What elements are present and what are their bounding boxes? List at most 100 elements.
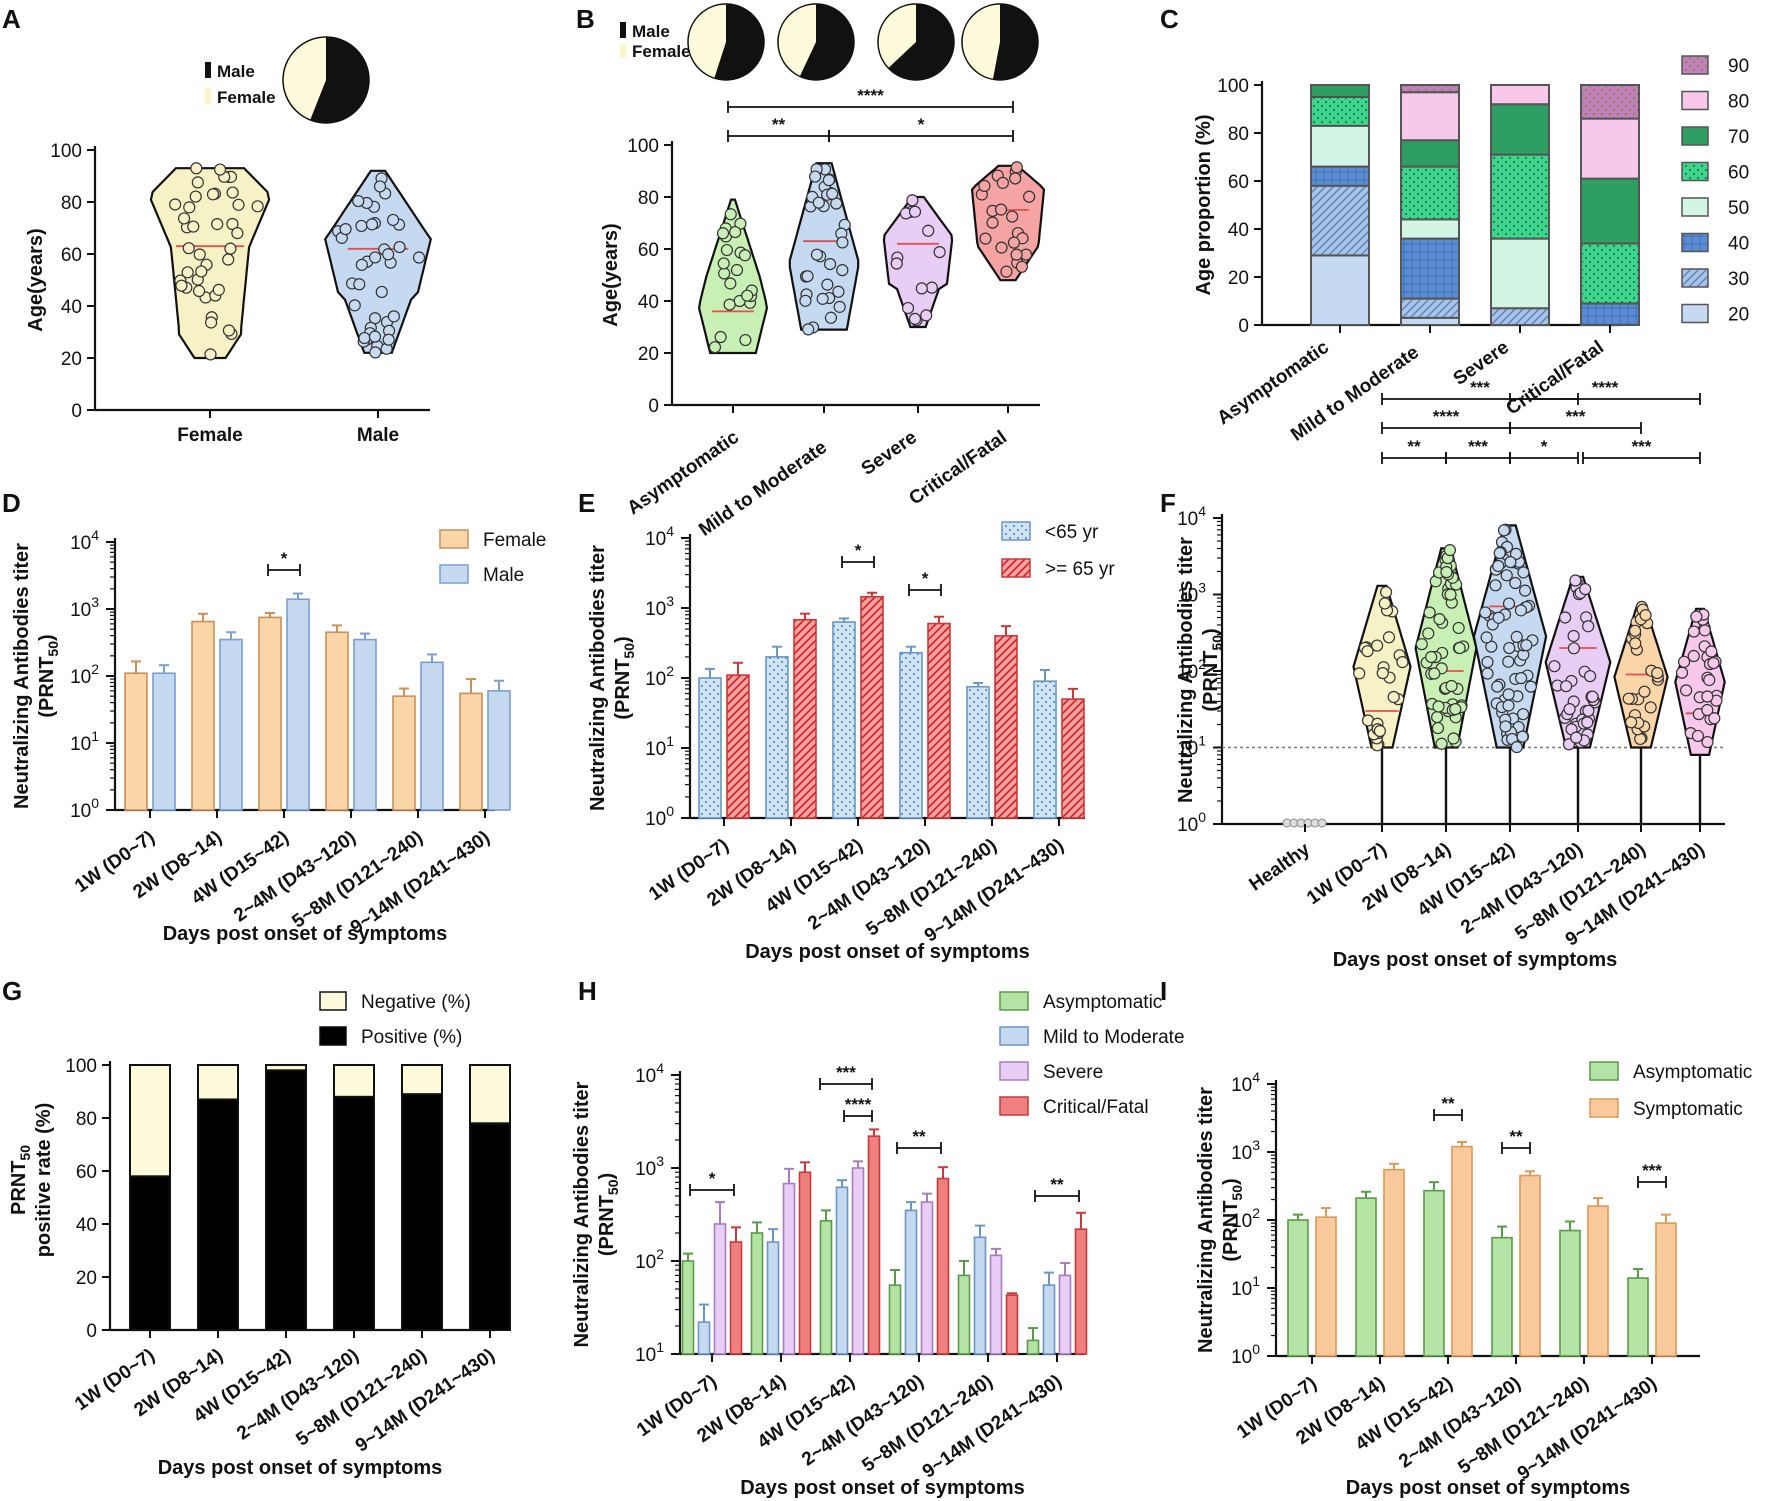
data-point	[810, 248, 824, 261]
sex-pie-chart-male	[992, 3, 1039, 80]
data-point	[1687, 625, 1700, 638]
data-point	[996, 176, 1009, 189]
data-point	[920, 309, 933, 322]
data-point	[1382, 631, 1396, 644]
data-point	[387, 310, 400, 323]
data-point	[1503, 641, 1516, 655]
data-point	[373, 180, 387, 193]
stacked-segment	[1400, 218, 1460, 240]
data-point	[195, 265, 208, 278]
significance-label: **	[1050, 1175, 1064, 1194]
bar	[957, 1274, 971, 1355]
y-axis-subtitle: (PRNT50)	[596, 1173, 621, 1256]
data-point	[1453, 641, 1466, 655]
bar	[1559, 1229, 1581, 1357]
data-point	[183, 201, 196, 214]
data-point	[1548, 660, 1561, 673]
y-tick-exponent: 0	[91, 795, 99, 811]
bar	[1587, 1205, 1609, 1357]
y-tick-label: 100	[645, 803, 674, 830]
y-tick-label: 101	[645, 733, 674, 760]
bar	[1355, 1197, 1377, 1357]
legend-swatch	[999, 991, 1029, 1011]
data-point	[1007, 236, 1021, 249]
bar	[219, 638, 243, 811]
legend-swatch	[1001, 521, 1031, 541]
data-point	[1510, 630, 1523, 643]
legend-label: Mild to Moderate	[1043, 1027, 1185, 1048]
data-point	[1509, 576, 1522, 590]
stacked-segment	[1490, 103, 1550, 156]
data-point	[823, 257, 837, 271]
significance-label: **	[1509, 1127, 1523, 1146]
data-point	[1433, 613, 1446, 626]
data-point	[1707, 656, 1720, 670]
y-axis-title: Age proportion (%)	[1193, 114, 1215, 295]
y-tick-label: 40	[638, 292, 659, 313]
data-point	[182, 242, 195, 255]
legend-label-male: Male	[632, 22, 670, 41]
sex-pie-chart-male	[799, 4, 854, 80]
significance-label: ****	[1433, 407, 1460, 426]
data-point	[1009, 172, 1022, 185]
data-point	[1447, 732, 1460, 745]
data-point	[1489, 579, 1502, 592]
significance-label: ****	[857, 86, 884, 105]
legend-swatch-male	[620, 22, 626, 38]
data-point	[816, 292, 829, 305]
x-category-label: Female	[177, 425, 242, 446]
y-tick-label: 20	[61, 349, 82, 370]
significance-label: **	[1441, 1094, 1455, 1113]
y-tick-base: 10	[1177, 509, 1198, 530]
data-point	[1440, 566, 1453, 579]
stacked-segment	[265, 1069, 307, 1332]
stacked-segment	[1400, 316, 1460, 326]
data-point	[1000, 265, 1013, 278]
bar	[888, 1284, 902, 1355]
y-tick-label: 100	[627, 136, 659, 157]
data-point	[1569, 574, 1582, 587]
y-tick-exponent: 2	[656, 1246, 664, 1262]
y-tick-label: 80	[638, 188, 659, 209]
stacked-segment	[1400, 297, 1460, 319]
bar	[927, 622, 951, 819]
data-point	[1701, 735, 1714, 749]
data-point	[211, 218, 224, 231]
y-tick-base: 10	[645, 809, 666, 830]
y-tick-exponent: 1	[656, 1339, 664, 1355]
y-tick-exponent: 0	[666, 803, 674, 819]
legend-label: 40	[1728, 234, 1749, 255]
legend-swatch	[1681, 126, 1709, 146]
data-point	[1010, 248, 1023, 261]
legend-swatch	[1681, 90, 1709, 111]
bar	[867, 1135, 881, 1355]
data-point	[205, 316, 218, 329]
data-point	[809, 170, 822, 183]
y-tick-base: 10	[1231, 1211, 1252, 1232]
data-point	[1518, 584, 1532, 597]
data-point	[1701, 703, 1714, 717]
y-tick-exponent: 3	[1198, 580, 1206, 596]
stacked-segment	[1310, 254, 1370, 326]
bar	[698, 677, 722, 819]
stacked-segment	[129, 1064, 171, 1178]
bar	[1315, 1216, 1337, 1357]
legend-label: Symptomatic	[1633, 1099, 1743, 1120]
y-tick-label: 60	[1228, 172, 1249, 193]
stacked-segment	[1490, 237, 1550, 310]
data-point	[1502, 655, 1515, 668]
y-axis-subtitle: (PRNT50)	[1220, 1178, 1245, 1261]
data-point	[1622, 692, 1635, 705]
violin-group	[882, 195, 954, 329]
y-tick-label: 60	[61, 245, 82, 266]
y-tick-label: 103	[1231, 1137, 1260, 1164]
data-point	[986, 216, 999, 229]
y-tick-exponent: 1	[1252, 1273, 1260, 1289]
bar	[994, 635, 1018, 819]
data-point	[1690, 610, 1703, 623]
y-tick-exponent: 4	[1198, 503, 1206, 519]
x-axis-title: Days post onset of symptoms	[740, 1477, 1025, 1499]
y-tick-base: 10	[70, 600, 91, 621]
data-point	[1423, 606, 1436, 619]
data-point	[382, 248, 395, 261]
